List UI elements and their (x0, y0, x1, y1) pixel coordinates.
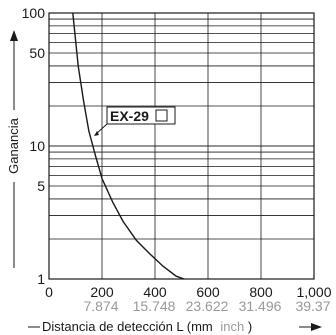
x-axis-title-group: Distancia de detección L (mm inch ) (28, 319, 322, 334)
x-tick-labels-inch: 7.874 15.748 23.622 31.496 39.37 (83, 298, 330, 314)
y-tick-label: 50 (29, 45, 45, 61)
x-axis-label-main: Distancia de detección L (mm (42, 319, 213, 334)
y-tick-labels: 1 5 10 50 100 (22, 5, 46, 287)
series-label-leader (95, 123, 108, 135)
series-label-arrowhead (94, 131, 99, 136)
x-tick-label: 400 (143, 284, 167, 300)
grid-lines (49, 13, 314, 279)
x-tick-label: 0 (45, 284, 53, 300)
x-axis-arrow-head (311, 323, 322, 331)
x-tick-label-inch: 39.37 (295, 298, 330, 314)
x-tick-label-inch: 31.496 (239, 298, 282, 314)
series-label-box-glyph (155, 109, 168, 122)
y-axis-label: Ganancia (6, 117, 21, 173)
series-line-ex-29 (72, 12, 185, 280)
x-tick-label-inch: 7.874 (83, 298, 118, 314)
x-axis-label-unit-inch: inch (220, 319, 244, 334)
y-axis-title-group: Ganancia (6, 30, 21, 268)
y-axis-arrow-head (10, 30, 18, 41)
y-tick-label: 100 (22, 5, 46, 21)
y-tick-label: 10 (29, 138, 45, 154)
x-tick-label-inch: 15.748 (133, 298, 176, 314)
series-legend: EX-29 (94, 106, 176, 136)
x-tick-labels: 0 200 400 600 800 1,000 (45, 284, 332, 300)
series-layer (72, 12, 185, 280)
y-tick-label: 1 (37, 271, 45, 287)
x-tick-label: 200 (90, 284, 114, 300)
x-tick-label: 800 (249, 284, 273, 300)
x-axis-label-close: ) (248, 319, 252, 334)
series-label: EX-29 (110, 108, 149, 124)
x-tick-label-inch: 23.622 (186, 298, 229, 314)
x-tick-label: 1,000 (296, 284, 331, 300)
y-tick-label: 5 (37, 178, 45, 194)
x-tick-label: 600 (196, 284, 220, 300)
x-axis-label: Distancia de detección L (mm inch ) (42, 319, 252, 334)
